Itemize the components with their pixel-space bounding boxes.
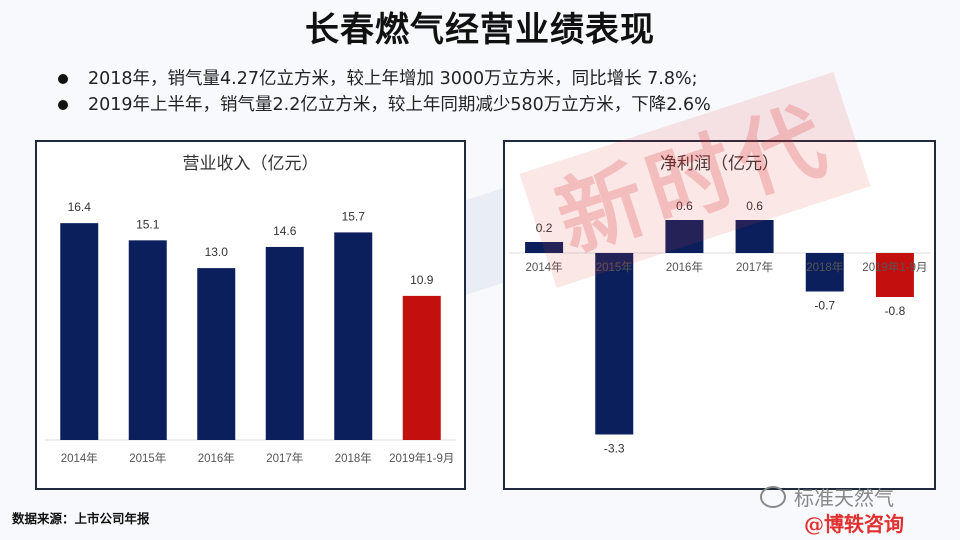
data-label: 0.6 xyxy=(746,199,763,213)
x-tick-label: 2018年 xyxy=(806,260,843,274)
net-profit-bar xyxy=(875,253,914,297)
net-profit-chart-panel: 净利润（亿元） 0.2 2014年 -3.3 2015年 0.6 2016年 0.6 2017年… xyxy=(503,140,936,490)
bullet-item: 2019年上半年，销气量2.2亿立方米，较上年同期减少580万立方米，下降2.6… xyxy=(58,92,711,118)
x-tick-label: 2014年 xyxy=(526,260,563,274)
bullet-dot-icon xyxy=(58,74,68,84)
data-label: -0.7 xyxy=(814,299,835,313)
bullet-item: 2018年，销气量4.27亿立方米，较上年增加 3000万立方米，同比增长 7.… xyxy=(58,66,711,92)
wechat-badge: 标准天然气 xyxy=(760,482,894,511)
x-tick-label: 2016年 xyxy=(198,451,235,465)
data-label: -3.3 xyxy=(604,442,625,456)
x-tick-label: 2019年1-9月 xyxy=(389,451,454,465)
x-tick-label: 2016年 xyxy=(666,260,703,274)
bullet-text: 2019年上半年，销气量2.2亿立方米，较上年同期减少580万立方米，下降2.6… xyxy=(88,95,711,115)
net-profit-bar xyxy=(805,253,844,292)
net-profit-bar xyxy=(735,220,774,253)
net-profit-bar xyxy=(525,242,564,253)
chart-title: 营业收入（亿元） xyxy=(183,154,319,173)
revenue-bar xyxy=(197,268,236,440)
net-profit-chart: 净利润（亿元） 0.2 2014年 -3.3 2015年 0.6 2016年 0.6 2017年… xyxy=(509,154,930,456)
x-tick-label: 2017年 xyxy=(266,451,303,465)
revenue-bar xyxy=(60,223,99,440)
net-profit-bar xyxy=(665,220,704,253)
data-label: 14.6 xyxy=(273,224,297,238)
data-label: -0.8 xyxy=(885,304,906,318)
x-tick-label: 2017年 xyxy=(736,260,773,274)
net-profit-bar xyxy=(595,253,634,435)
bullet-dot-icon xyxy=(58,100,68,110)
brand-mark: @博轶咨询 xyxy=(804,512,904,536)
data-label: 13.0 xyxy=(205,245,229,259)
data-label: 15.1 xyxy=(136,217,160,231)
revenue-chart-panel: 营业收入（亿元） 16.4 2014年 15.1 2015年 13.0 2016年 14.6 2… xyxy=(35,140,466,490)
wechat-icon xyxy=(760,485,786,508)
x-tick-label: 2015年 xyxy=(129,451,166,465)
wechat-label: 标准天然气 xyxy=(794,486,894,510)
data-label: 0.6 xyxy=(676,199,693,213)
x-tick-label: 2015年 xyxy=(596,260,633,274)
x-tick-label: 2018年 xyxy=(335,451,372,465)
revenue-bar xyxy=(402,295,441,440)
revenue-chart: 营业收入（亿元） 16.4 2014年 15.1 2015年 13.0 2016年 14.6 2… xyxy=(45,154,456,465)
data-label: 0.2 xyxy=(536,221,553,235)
bullet-list: 2018年，销气量4.27亿立方米，较上年增加 3000万立方米，同比增长 7.… xyxy=(58,66,711,118)
revenue-bar xyxy=(128,240,167,440)
x-tick-label: 2019年1-9月 xyxy=(862,260,927,274)
data-label: 16.4 xyxy=(68,200,92,214)
x-tick-label: 2014年 xyxy=(61,451,98,465)
source-note: 数据来源：上市公司年报 xyxy=(12,511,150,526)
data-label: 10.9 xyxy=(410,273,434,287)
bullet-text: 2018年，销气量4.27亿立方米，较上年增加 3000万立方米，同比增长 7.… xyxy=(88,69,698,89)
chart-title: 净利润（亿元） xyxy=(660,154,779,173)
revenue-bar xyxy=(265,246,304,440)
data-label: 15.7 xyxy=(342,209,366,223)
revenue-bar xyxy=(334,232,373,440)
page-title: 长春燃气经营业绩表现 xyxy=(305,10,655,50)
